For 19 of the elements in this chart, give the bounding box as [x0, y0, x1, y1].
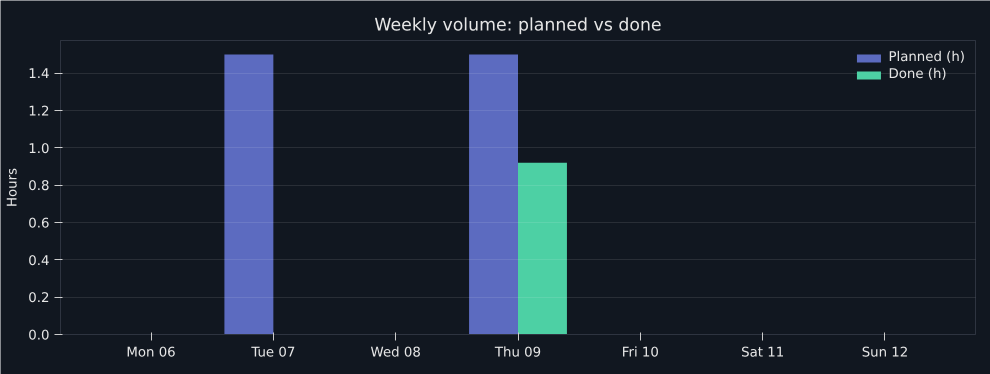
x-tick-label: Fri 10 [622, 346, 659, 360]
x-tick-label: Mon 06 [126, 346, 176, 360]
legend-label: Planned (h) [888, 50, 965, 65]
x-tick-label: Tue 07 [250, 346, 296, 360]
x-tick-label: Sun 12 [862, 346, 908, 360]
y-tick-label: 0.4 [28, 254, 50, 269]
x-tick-label: Wed 08 [370, 346, 421, 360]
y-tick-label: 0.8 [28, 179, 50, 194]
chart-title: Weekly volume: planned vs done [374, 16, 662, 36]
y-tick-label: 0.0 [28, 328, 50, 344]
y-tick-label: 1.4 [28, 67, 50, 82]
y-tick-label: 0.6 [28, 216, 50, 232]
x-tick-label: Thu 09 [494, 346, 542, 360]
y-tick-label: 1.0 [28, 142, 50, 157]
legend-label: Done (h) [888, 67, 947, 82]
y-tick-label: 1.2 [28, 104, 50, 120]
y-axis-title: Hours [5, 168, 20, 208]
y-tick-label: 0.2 [28, 291, 50, 306]
x-tick-label: Sat 11 [741, 346, 784, 360]
